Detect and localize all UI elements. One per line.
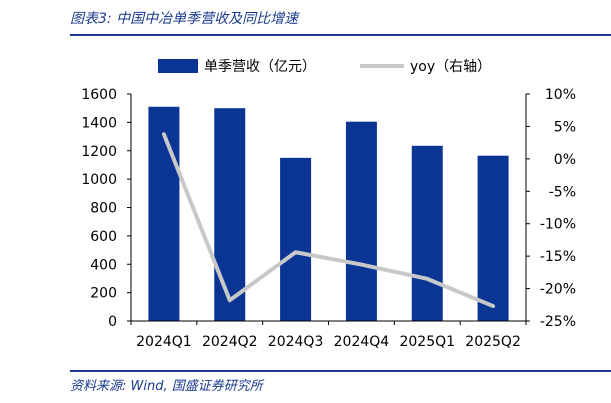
bar-2024Q4 bbox=[345, 121, 377, 322]
right-tick-label: -20% bbox=[540, 282, 576, 298]
bar-2024Q1 bbox=[148, 106, 180, 321]
x-tick-label: 2025Q1 bbox=[399, 334, 455, 350]
left-tick-label: 600 bbox=[90, 229, 117, 245]
left-tick-label: 1400 bbox=[81, 115, 117, 131]
right-tick-label: -15% bbox=[540, 249, 576, 265]
x-axis-ticks: 2024Q1 2024Q2 2024Q3 2024Q4 2025Q1 2025Q2 bbox=[130, 321, 527, 350]
left-tick-label: 1600 bbox=[81, 87, 117, 103]
right-tick-label: 10% bbox=[545, 87, 576, 103]
left-tick-label: 1000 bbox=[81, 172, 117, 188]
bar-series bbox=[148, 106, 509, 322]
right-tick-label: -5% bbox=[549, 184, 576, 200]
yoy-line bbox=[161, 132, 496, 309]
legend: 单季营收（亿元） yoy（右轴） bbox=[158, 59, 491, 75]
left-tick-label: 400 bbox=[90, 257, 117, 273]
right-tick-label: 0% bbox=[554, 152, 576, 168]
bar-2024Q3 bbox=[280, 157, 312, 321]
bar-2024Q2 bbox=[214, 108, 246, 321]
right-tick-label: -25% bbox=[540, 314, 576, 330]
bar-2025Q2 bbox=[477, 155, 509, 321]
source-note: 资料来源: Wind, 国盛证券研究所 bbox=[70, 379, 263, 394]
legend-line-label: yoy（右轴） bbox=[410, 59, 491, 75]
x-tick-label: 2024Q4 bbox=[334, 334, 390, 350]
bar-2025Q1 bbox=[411, 145, 443, 321]
left-tick-label: 1200 bbox=[81, 144, 117, 160]
right-tick-label: 5% bbox=[554, 119, 576, 135]
left-tick-label: 200 bbox=[90, 286, 117, 302]
x-tick-label: 2025Q2 bbox=[465, 334, 521, 350]
x-tick-label: 2024Q3 bbox=[268, 334, 324, 350]
x-tick-label: 2024Q2 bbox=[202, 334, 258, 350]
top-rule bbox=[70, 34, 611, 36]
bottom-rule bbox=[70, 370, 611, 372]
right-axis-ticks: -25% -20% -15% -10% -5% 0% 5% 10% bbox=[526, 87, 576, 330]
left-axis-ticks: 0 200 400 600 800 1000 1200 1400 1600 bbox=[81, 87, 131, 330]
right-tick-label: -10% bbox=[540, 217, 576, 233]
left-tick-label: 0 bbox=[108, 314, 117, 330]
line-series bbox=[161, 132, 496, 309]
x-tick-label: 2024Q1 bbox=[136, 334, 192, 350]
figure-title: 图表3: 中国中冶单季营收及同比增速 bbox=[70, 11, 299, 27]
axes bbox=[130, 94, 527, 322]
legend-bar-swatch bbox=[158, 59, 198, 73]
legend-bar-label: 单季营收（亿元） bbox=[204, 59, 316, 75]
left-tick-label: 800 bbox=[90, 201, 117, 217]
